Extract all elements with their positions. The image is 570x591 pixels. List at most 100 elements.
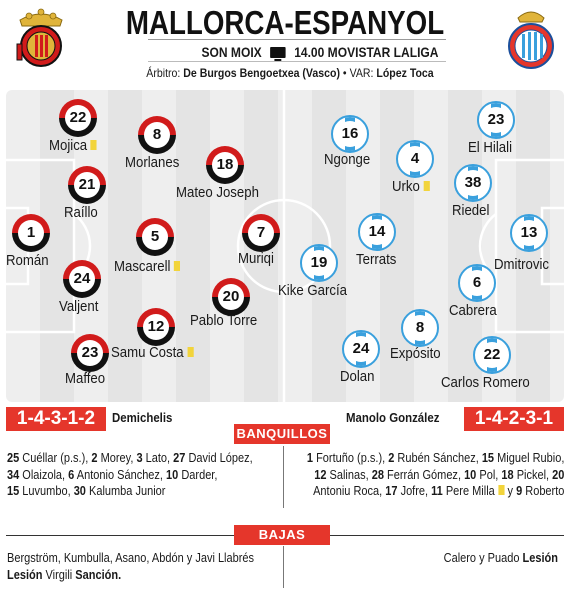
away-coach: Manolo González	[346, 410, 440, 425]
player-name: Raíllo	[64, 204, 98, 221]
home-player-shirt-icon: 22	[59, 99, 97, 137]
match-header: MALLORCA-ESPANYOL SON MOIX 14.00 MOVISTA…	[0, 0, 570, 88]
away-player-shirt-icon: 14	[358, 213, 396, 251]
home-bench-list: 25 Cuéllar (p.s.), 2 Morey, 3 Lato, 27 D…	[7, 451, 253, 498]
match-title: MALLORCA-ESPANYOL	[125, 4, 445, 41]
referee-label: Árbitro:	[146, 66, 181, 80]
away-player-shirt-icon: 6	[458, 264, 496, 302]
player-name: Valjent	[59, 298, 99, 315]
player-name: Maffeo	[65, 370, 106, 387]
absences-rule-left	[6, 535, 236, 536]
player-name: Dmitrovic	[494, 256, 549, 273]
home-player-shirt-icon: 8	[138, 116, 176, 154]
away-player-shirt-icon: 19	[300, 244, 338, 282]
home-coach: Demichelis	[112, 410, 173, 425]
player-name: Mateo Joseph	[176, 184, 259, 201]
player-number: 23	[77, 340, 103, 366]
player-number: 8	[144, 122, 170, 148]
home-player-shirt-icon: 21	[68, 166, 106, 204]
player-number: 22	[479, 342, 505, 368]
player-name: Morlanes	[125, 154, 180, 171]
player-name: Ngonge	[324, 151, 371, 168]
title-divider	[148, 39, 446, 40]
referee-name: De Burgos Bengoetxea (Vasco)	[183, 66, 340, 80]
player-number: 20	[218, 284, 244, 310]
venue-divider	[148, 61, 446, 62]
away-bench-list: 1 Fortuño (p.s.), 2 Rubén Sánchez, 15 Mi…	[306, 451, 565, 498]
player-name: Muriqi	[238, 250, 274, 267]
home-player-shirt-icon: 20	[212, 278, 250, 316]
player-number: 22	[65, 105, 91, 131]
player-name: Urko	[392, 178, 430, 195]
player-number: 12	[143, 314, 169, 340]
absences-rule-right	[330, 535, 564, 536]
absences-divider	[283, 546, 284, 588]
home-formation: 1-4-3-1-2	[6, 407, 106, 431]
player-number: 7	[248, 220, 274, 246]
away-player-shirt-icon: 8	[401, 309, 439, 347]
home-player-shirt-icon: 18	[206, 146, 244, 184]
player-name: Riedel	[452, 202, 490, 219]
yellow-card-icon	[498, 485, 505, 495]
venue-name: SON MOIX	[201, 44, 262, 60]
player-number: 19	[306, 250, 332, 276]
player-name: Mascarell	[114, 258, 181, 275]
yellow-card-icon	[423, 181, 430, 191]
absences-section-label: BAJAS	[234, 525, 330, 545]
home-player-shirt-icon: 5	[136, 218, 174, 256]
player-name: Pablo Torre	[190, 312, 258, 329]
referee-separator: •	[342, 66, 350, 80]
home-player-shirt-icon: 24	[63, 260, 101, 298]
player-number: 6	[464, 270, 490, 296]
home-player-shirt-icon: 1	[12, 214, 50, 252]
away-player-shirt-icon: 16	[331, 115, 369, 153]
home-absences: Bergström, Kumbulla, Asano, Abdón y Javi…	[7, 551, 255, 582]
bench-divider	[283, 446, 284, 508]
player-number: 16	[337, 121, 363, 147]
var-label: VAR:	[349, 66, 374, 80]
player-name: Samu Costa	[111, 344, 194, 361]
away-absences: Calero y Puado Lesión	[443, 551, 558, 565]
player-name: Cabrera	[449, 302, 497, 319]
bench-section-label: BANQUILLOS	[234, 424, 330, 444]
yellow-card-icon	[187, 347, 194, 357]
player-name: Kike García	[278, 282, 347, 299]
home-player-shirt-icon: 23	[71, 334, 109, 372]
away-player-shirt-icon: 13	[510, 214, 548, 252]
away-player-shirt-icon: 23	[477, 101, 515, 139]
yellow-card-icon	[90, 140, 97, 150]
var-name: López Toca	[376, 66, 434, 80]
player-name: Román	[6, 252, 49, 269]
player-name: El Hilali	[468, 139, 513, 156]
home-player-shirt-icon: 7	[242, 214, 280, 252]
player-number: 18	[212, 152, 238, 178]
mallorca-crest-icon	[16, 8, 63, 67]
player-number: 8	[407, 315, 433, 341]
away-player-shirt-icon: 38	[454, 164, 492, 202]
espanyol-crest-icon	[508, 11, 554, 69]
yellow-card-icon	[174, 261, 181, 271]
player-name: Expósito	[390, 345, 441, 362]
tv-icon	[270, 47, 286, 61]
player-name: Mojica	[49, 137, 97, 154]
player-number: 24	[348, 336, 374, 362]
player-number: 1	[18, 220, 44, 246]
player-number: 5	[142, 224, 168, 250]
player-number: 13	[516, 220, 542, 246]
player-number: 21	[74, 172, 100, 198]
player-name: Dolan	[340, 368, 375, 385]
player-number: 4	[402, 146, 428, 172]
away-player-shirt-icon: 24	[342, 330, 380, 368]
player-number: 24	[69, 266, 95, 292]
player-number: 38	[460, 170, 486, 196]
player-number: 14	[364, 219, 390, 245]
player-number: 23	[483, 107, 509, 133]
player-name: Terrats	[356, 251, 397, 268]
player-name: Carlos Romero	[441, 374, 530, 391]
away-player-shirt-icon: 4	[396, 140, 434, 178]
home-player-shirt-icon: 12	[137, 308, 175, 346]
away-formation: 1-4-2-3-1	[464, 407, 564, 431]
kickoff-tv: 14.00 MOVISTAR LALIGA	[294, 44, 439, 60]
away-player-shirt-icon: 22	[473, 336, 511, 374]
venue-line: SON MOIX 14.00 MOVISTAR LALIGA	[174, 44, 466, 61]
